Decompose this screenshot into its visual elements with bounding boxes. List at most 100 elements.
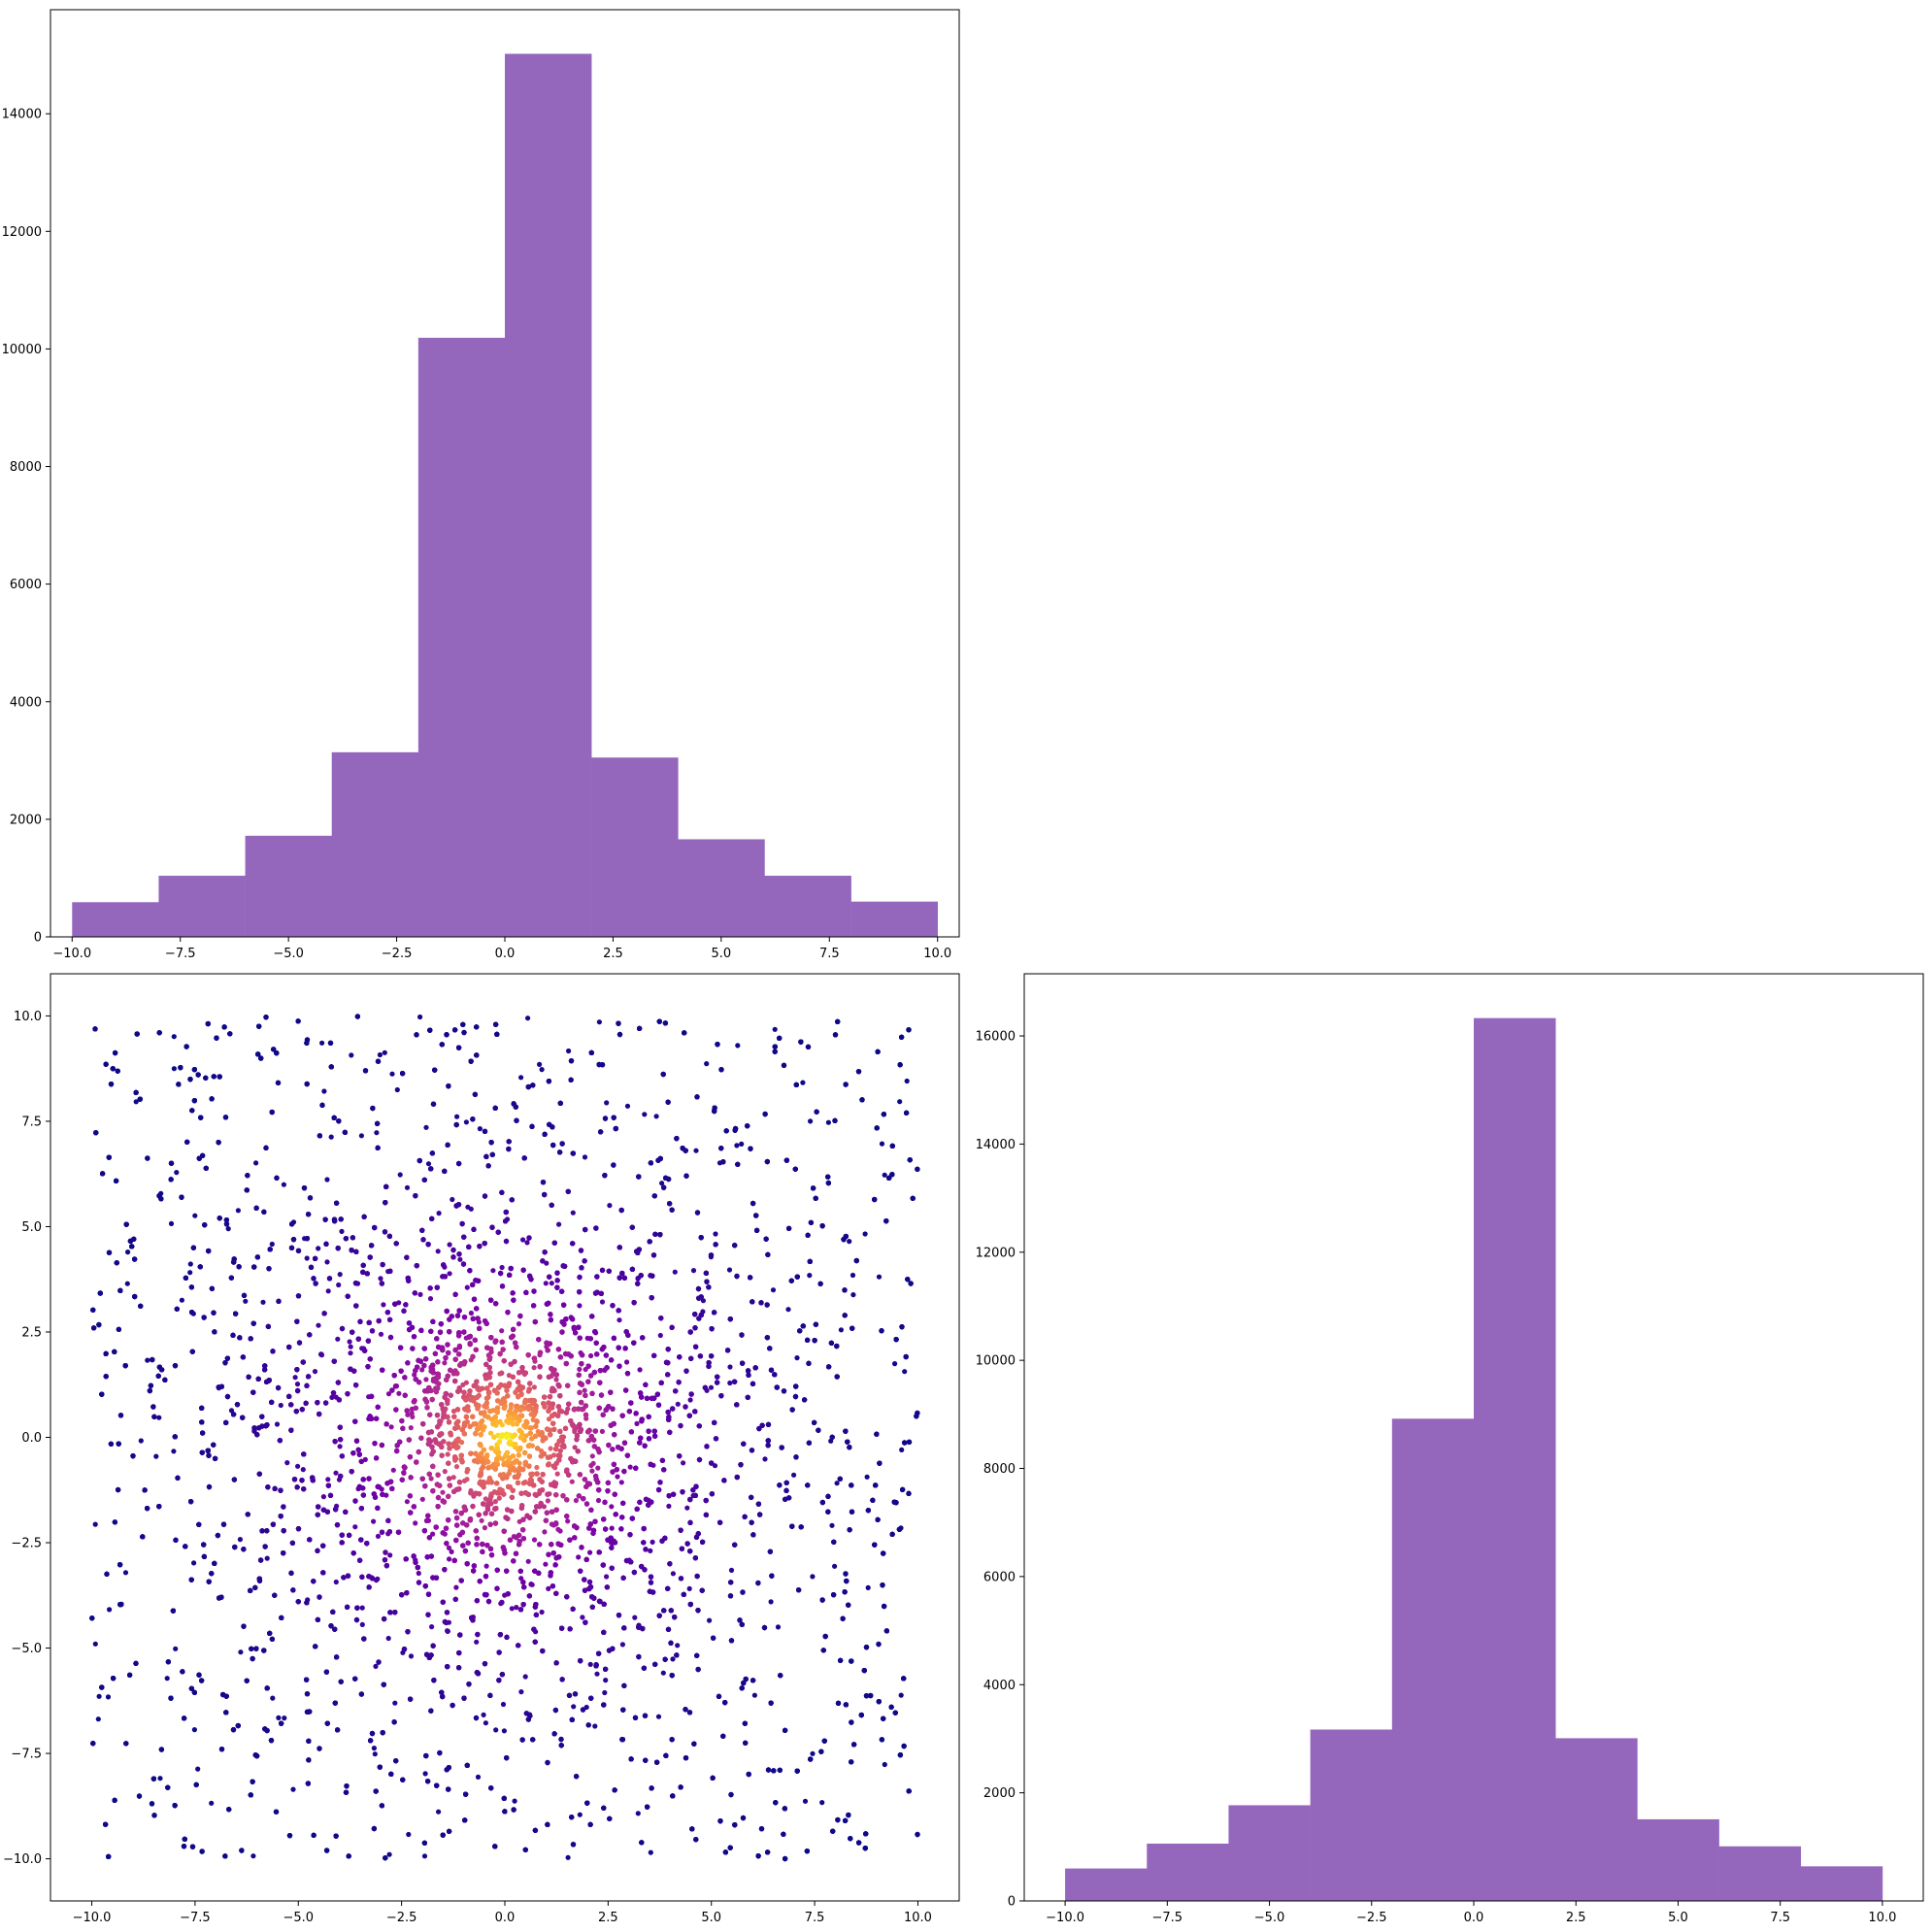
scatter-point xyxy=(198,1115,204,1120)
scatter-point xyxy=(132,1256,138,1262)
scatter-point xyxy=(831,1592,837,1598)
scatter-point xyxy=(613,1125,618,1132)
scatter-point xyxy=(748,1146,753,1151)
scatter-point xyxy=(873,1482,879,1488)
scatter-point xyxy=(228,1275,234,1281)
scatter-point xyxy=(256,1023,262,1029)
scatter-point xyxy=(103,1061,109,1067)
scatter-point xyxy=(96,1321,102,1328)
scatter-point xyxy=(876,1274,883,1280)
scatter-point xyxy=(840,1616,846,1621)
scatter-point xyxy=(637,1025,643,1031)
scatter-point xyxy=(778,1673,783,1679)
scatter-point xyxy=(786,1225,792,1231)
scatter-point xyxy=(892,1361,898,1367)
scatter-point xyxy=(206,1248,212,1254)
scatter-points xyxy=(89,1014,920,1862)
scatter-point xyxy=(881,1715,886,1721)
scatter-point xyxy=(282,1715,287,1721)
scatter-point xyxy=(811,1185,816,1191)
scatter-point xyxy=(110,1066,116,1072)
scatter-point xyxy=(765,1767,772,1773)
scatter-point xyxy=(414,1032,419,1038)
scatter-point xyxy=(511,1807,516,1813)
scatter-point xyxy=(168,1220,175,1226)
scatter-point xyxy=(819,1800,825,1806)
x-tick-label: −7.5 xyxy=(165,947,196,961)
scatter-point xyxy=(446,1786,451,1792)
scatter-point xyxy=(181,1844,187,1849)
scatter-point xyxy=(369,1730,376,1737)
scatter-point xyxy=(761,1624,768,1631)
scatter-point xyxy=(170,1608,176,1614)
scatter-point xyxy=(99,1684,105,1690)
scatter-point xyxy=(209,1800,215,1806)
scatter-point xyxy=(841,1237,847,1243)
scatter-point xyxy=(184,1139,190,1145)
scatter-point xyxy=(712,1108,717,1115)
scatter-point xyxy=(771,1768,777,1774)
scatter-point xyxy=(106,1853,112,1859)
scatter-point xyxy=(286,1833,293,1839)
scatter-point xyxy=(434,1782,440,1788)
histogram-bar xyxy=(764,876,851,937)
scatter-point xyxy=(897,1062,903,1068)
scatter-point xyxy=(825,1180,832,1186)
scatter-point xyxy=(103,1821,109,1827)
scatter-point xyxy=(116,1441,121,1447)
scatter-point xyxy=(189,1349,195,1354)
scatter-point xyxy=(117,1562,123,1568)
scatter-point xyxy=(863,1831,869,1837)
scatter-point xyxy=(678,1784,683,1790)
scatter-point xyxy=(858,1712,864,1718)
scatter-point xyxy=(104,1571,110,1577)
scatter-point xyxy=(849,1658,854,1664)
scatter-point xyxy=(182,1715,187,1721)
scatter-point xyxy=(718,1067,724,1073)
scatter-point xyxy=(173,1646,179,1651)
scatter-point xyxy=(100,1171,106,1177)
scatter-point xyxy=(750,1200,756,1207)
scatter-point xyxy=(168,1695,174,1701)
scatter-point xyxy=(333,1833,339,1839)
scatter-point xyxy=(596,1061,602,1068)
scatter-point xyxy=(783,1157,790,1163)
y-tick-label: 2000 xyxy=(10,813,42,827)
scatter-point xyxy=(268,1738,275,1744)
scatter-point xyxy=(136,1793,143,1799)
scatter-point xyxy=(838,1657,844,1663)
scatter-point xyxy=(362,1068,369,1074)
scatter-point xyxy=(150,1776,156,1782)
histogram-bar xyxy=(245,835,333,937)
scatter-point xyxy=(831,1539,837,1545)
scatter-point xyxy=(674,1136,680,1142)
scatter-point xyxy=(253,1205,259,1211)
scatter-point xyxy=(807,1273,813,1279)
scatter-point xyxy=(755,1853,761,1859)
scatter-point xyxy=(740,1815,747,1821)
scatter-point xyxy=(145,1506,150,1512)
scatter-point xyxy=(196,1521,202,1527)
scatter-point xyxy=(372,1751,378,1757)
scatter-point xyxy=(437,1749,443,1756)
scatter-point xyxy=(689,1826,695,1832)
scatter-point xyxy=(113,1049,118,1056)
scatter-point xyxy=(488,1785,494,1791)
scatter-point xyxy=(189,1844,196,1849)
scatter-point xyxy=(904,1110,910,1116)
scatter-point xyxy=(191,1098,197,1104)
scatter-point xyxy=(810,1750,816,1756)
scatter-point xyxy=(188,1284,194,1290)
histogram-bar xyxy=(678,839,765,937)
scatter-point xyxy=(165,1659,171,1665)
scatter-point xyxy=(616,1031,623,1038)
histogram-bar xyxy=(331,751,419,937)
scatter-point xyxy=(276,1715,282,1720)
scatter-point xyxy=(151,1813,157,1818)
scatter-point xyxy=(117,1287,123,1293)
scatter-point xyxy=(468,1058,474,1064)
scatter-point xyxy=(423,1752,429,1759)
scatter-point xyxy=(95,1716,101,1722)
scatter-point xyxy=(394,1086,400,1093)
scatter-point xyxy=(421,1853,428,1859)
